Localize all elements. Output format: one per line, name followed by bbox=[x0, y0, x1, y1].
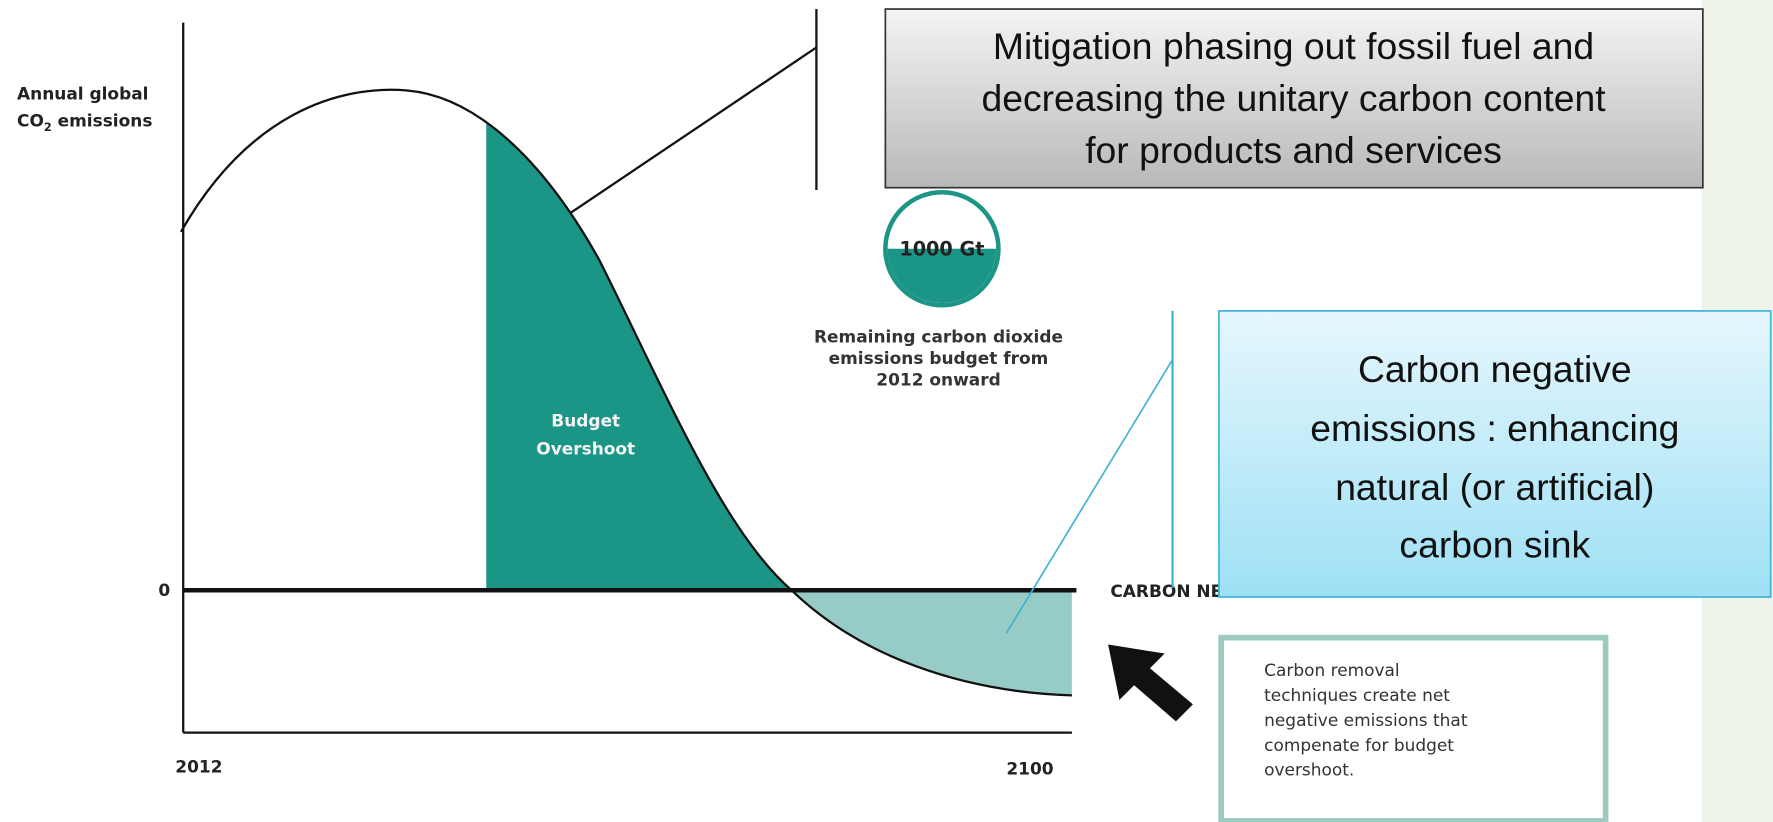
overshoot-label: Budget bbox=[551, 410, 620, 430]
mitigation-box bbox=[884, 8, 1704, 189]
removal-box bbox=[1218, 634, 1609, 822]
arrow bbox=[1108, 644, 1193, 722]
overshoot-area bbox=[486, 122, 792, 591]
emission-curve bbox=[179, 88, 1072, 697]
y-label: Annual global bbox=[17, 83, 148, 103]
removal-area bbox=[791, 590, 1072, 696]
removal-text: techniques create net bbox=[1264, 685, 1450, 705]
budget-caption: Remaining carbon dioxide bbox=[814, 327, 1063, 347]
budget-amount: 1000 Gt bbox=[899, 238, 984, 261]
removal-text: overshoot. bbox=[1264, 760, 1354, 780]
negative-text: carbon sink bbox=[1399, 523, 1590, 565]
negative-text: natural (or artificial) bbox=[1335, 466, 1654, 508]
callout-line bbox=[570, 46, 818, 214]
removal-text: Carbon removal bbox=[1264, 660, 1400, 680]
mitigation-text: for products and services bbox=[1085, 129, 1502, 171]
x-end: 2100 bbox=[1006, 759, 1053, 779]
negative-text: Carbon negative bbox=[1358, 348, 1632, 390]
removal-text: negative emissions that bbox=[1264, 710, 1468, 730]
budget-fill bbox=[887, 248, 997, 304]
negative-text: emissions : enhancing bbox=[1310, 407, 1679, 449]
zero-label: 0 bbox=[158, 580, 170, 600]
mitigation-text: decreasing the unitary carbon content bbox=[981, 77, 1606, 119]
overshoot-label: Overshoot bbox=[536, 439, 635, 459]
budget-caption: 2012 onward bbox=[876, 370, 1000, 390]
callout-line bbox=[1005, 359, 1174, 634]
negative-box bbox=[1218, 310, 1772, 598]
removal-text: compenate for budget bbox=[1264, 735, 1454, 755]
budget-caption: emissions budget from bbox=[829, 348, 1049, 368]
y-label: CO2 emissions bbox=[17, 111, 152, 135]
x-start: 2012 bbox=[175, 756, 222, 776]
mitigation-text: Mitigation phasing out fossil fuel and bbox=[993, 25, 1594, 67]
